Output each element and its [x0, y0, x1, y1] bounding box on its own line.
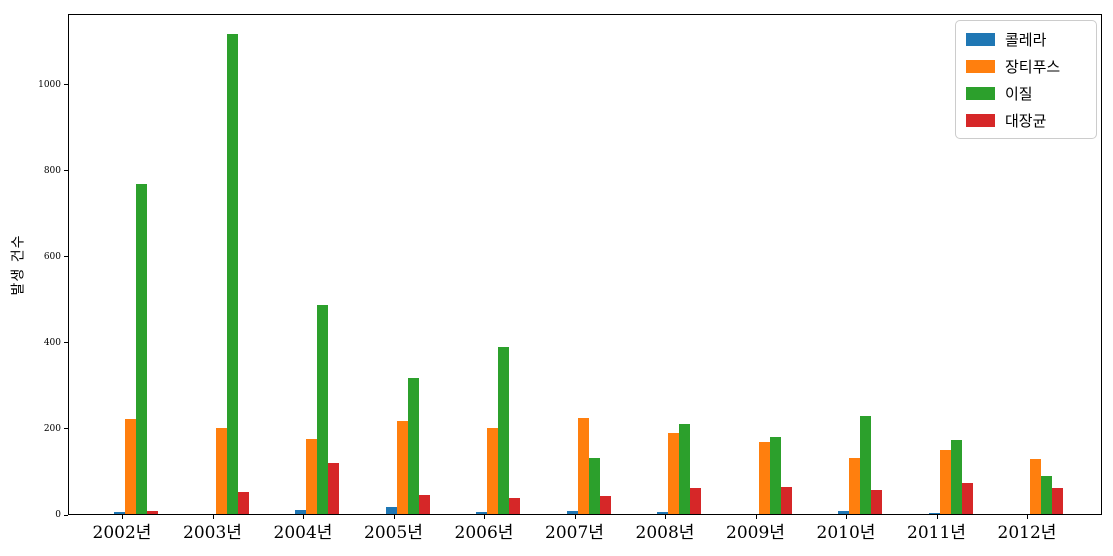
bar	[498, 347, 509, 514]
bar	[769, 437, 781, 514]
legend-item: 대장균	[966, 110, 1086, 130]
bar	[396, 421, 408, 514]
x-tick-label: 2010년	[816, 523, 876, 543]
legend-label: 콜레라	[1005, 30, 1047, 49]
bar	[657, 512, 668, 514]
bar	[928, 513, 940, 514]
bar	[237, 492, 249, 514]
legend-label: 이질	[1005, 84, 1033, 103]
y-tick-label: 1000	[38, 79, 61, 90]
y-tick-label: 400	[43, 337, 61, 348]
bar	[668, 433, 679, 514]
bar	[566, 511, 578, 514]
bar	[690, 488, 701, 514]
bar	[577, 418, 589, 514]
bar	[476, 512, 487, 514]
legend-swatch-icon	[966, 113, 995, 127]
bar	[679, 424, 690, 514]
x-tick-label: 2007년	[545, 523, 604, 543]
bar	[418, 495, 430, 514]
bar	[385, 507, 397, 514]
x-tick-mark	[393, 515, 395, 519]
y-axis-label: 발생 건수	[10, 234, 27, 295]
x-tick-mark	[936, 515, 938, 519]
legend-item: 이질	[966, 83, 1086, 103]
bar	[509, 498, 520, 514]
x-tick-mark	[212, 515, 214, 519]
y-tick-mark	[64, 514, 68, 516]
bar	[871, 490, 882, 514]
legend-label: 대장균	[1005, 111, 1047, 130]
legend-swatch-icon	[966, 32, 995, 46]
y-tick-label: 600	[43, 251, 61, 262]
bar	[136, 184, 147, 514]
bar	[588, 458, 600, 514]
y-tick-mark	[64, 428, 68, 430]
bar	[599, 496, 611, 514]
bar	[961, 483, 973, 514]
bar	[407, 378, 419, 514]
x-tick-mark	[303, 515, 304, 519]
y-tick-mark	[64, 84, 68, 86]
bar	[114, 512, 125, 514]
bar	[306, 439, 317, 514]
bar	[780, 487, 792, 514]
x-tick-label: 2008년	[635, 523, 695, 543]
x-tick-mark	[755, 515, 757, 519]
y-tick-label: 800	[43, 165, 61, 176]
x-tick-label: 2003년	[183, 523, 242, 543]
x-tick-label: 2002년	[92, 523, 152, 543]
x-tick-mark	[574, 515, 576, 519]
bar	[860, 416, 871, 514]
bar	[1052, 488, 1063, 514]
y-tick-label: 200	[43, 423, 61, 434]
bar	[1041, 476, 1052, 514]
x-tick-mark	[484, 515, 485, 519]
bar	[939, 450, 951, 514]
legend-item: 장티푸스	[966, 56, 1086, 76]
bar	[215, 428, 227, 514]
bar	[849, 458, 860, 514]
bar	[1030, 459, 1041, 514]
bar	[950, 440, 962, 514]
x-tick-mark	[1027, 515, 1028, 519]
x-tick-label: 2006년	[454, 523, 514, 543]
x-tick-label: 2012년	[997, 523, 1057, 543]
x-tick-label: 2009년	[726, 523, 785, 543]
bar	[317, 305, 328, 514]
x-tick-mark	[846, 515, 847, 519]
bar	[147, 511, 158, 514]
y-tick-mark	[64, 256, 68, 258]
bar	[838, 511, 849, 514]
x-tick-mark	[122, 515, 123, 519]
x-tick-label: 2004년	[273, 523, 333, 543]
bar	[125, 419, 136, 514]
legend-item: 콜레라	[966, 29, 1086, 49]
legend-swatch-icon	[966, 86, 995, 100]
legend-label: 장티푸스	[1005, 57, 1061, 76]
bar	[758, 442, 770, 514]
bar	[226, 34, 238, 514]
y-tick-label: 0	[55, 510, 61, 520]
x-tick-label: 2011년	[907, 523, 966, 543]
x-tick-label: 2005년	[364, 523, 423, 543]
y-tick-mark	[64, 170, 68, 172]
bar	[328, 463, 339, 514]
y-tick-mark	[64, 342, 68, 344]
bar	[295, 510, 306, 514]
x-tick-mark	[665, 515, 666, 519]
legend-swatch-icon	[966, 59, 995, 73]
bar	[487, 428, 498, 514]
